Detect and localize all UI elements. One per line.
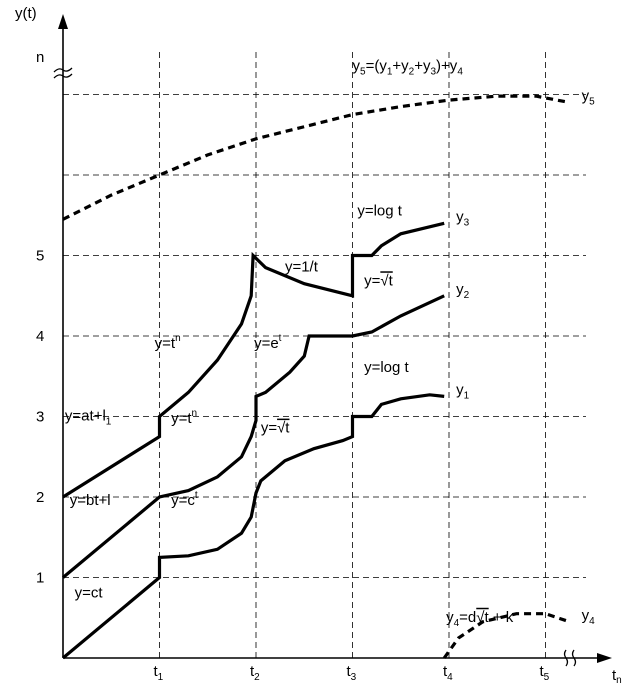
series-lines — [61, 94, 571, 660]
series-y5 — [62, 94, 570, 221]
x-tick-label: t3 — [347, 663, 357, 683]
y-axis-label: y(t) — [15, 5, 37, 22]
series-y1 — [61, 393, 445, 660]
annotation-y5-formula: y5=(y1+y2+y3)+y4 — [353, 57, 464, 77]
annotation-y-sqrt-t-upper: y=√t — [364, 272, 393, 289]
annotation-y-log-t-upper: y=log t — [357, 202, 402, 219]
annotation-y4-formula: y4=d√t + k — [446, 609, 514, 629]
series-y2 — [61, 294, 445, 579]
y-tick-label: 2 — [36, 489, 44, 506]
x-axis-arrow — [597, 653, 612, 663]
y-axis-arrow — [58, 14, 68, 29]
annotation-y-sqrt-t-lower: y=√t — [261, 420, 290, 437]
series-label-y4: y4 — [582, 607, 596, 627]
series-label-y1: y1 — [456, 381, 470, 401]
series-label-y5: y5 — [582, 88, 596, 108]
annotation-y-tn-lower: y=tn — [171, 408, 197, 427]
x-tick-label: t2 — [250, 663, 260, 683]
series-label-y3: y3 — [456, 208, 470, 228]
x-axis-end-label: tn — [612, 667, 622, 684]
x-tick-label: t4 — [443, 663, 453, 683]
axes — [53, 14, 612, 667]
y-tick-label: 5 — [36, 248, 44, 265]
labels: y1 y2 y3 y4 y5 y=at+l1 y=bt+l y=ct y=tn y=tn y=ct y… — [65, 57, 595, 628]
annotation-y-log-t-lower: y=log t — [364, 359, 409, 376]
annotation-y-at-l1: y=at+l1 — [65, 408, 112, 428]
annotation-y-et: y=et — [254, 333, 282, 352]
grid-lines — [63, 48, 586, 658]
series-y4 — [442, 612, 571, 659]
annotation-y-ct-exp: y=ct — [171, 490, 198, 509]
tick-labels: 1 2 3 4 5 t1 t2 t3 t4 t5 y(t) n tn — [15, 5, 622, 684]
annotation-y-ct: y=ct — [75, 585, 104, 602]
series-label-y2: y2 — [456, 281, 470, 301]
annotation-y-tn-upper: y=tn — [155, 333, 181, 352]
x-tick-label: t5 — [540, 663, 550, 683]
annotation-y-1-over-t: y=1/t — [285, 259, 319, 276]
y-axis-break-mark — [53, 67, 73, 79]
x-axis-break-mark — [563, 649, 577, 667]
y-break-label: n — [36, 49, 44, 66]
x-tick-label: t1 — [154, 663, 164, 683]
y-tick-label: 3 — [36, 409, 44, 426]
y-tick-label: 4 — [36, 328, 44, 345]
series-y3 — [62, 221, 445, 499]
annotation-y-bt-l: y=bt+l — [70, 492, 111, 509]
y-tick-label: 1 — [36, 570, 44, 587]
